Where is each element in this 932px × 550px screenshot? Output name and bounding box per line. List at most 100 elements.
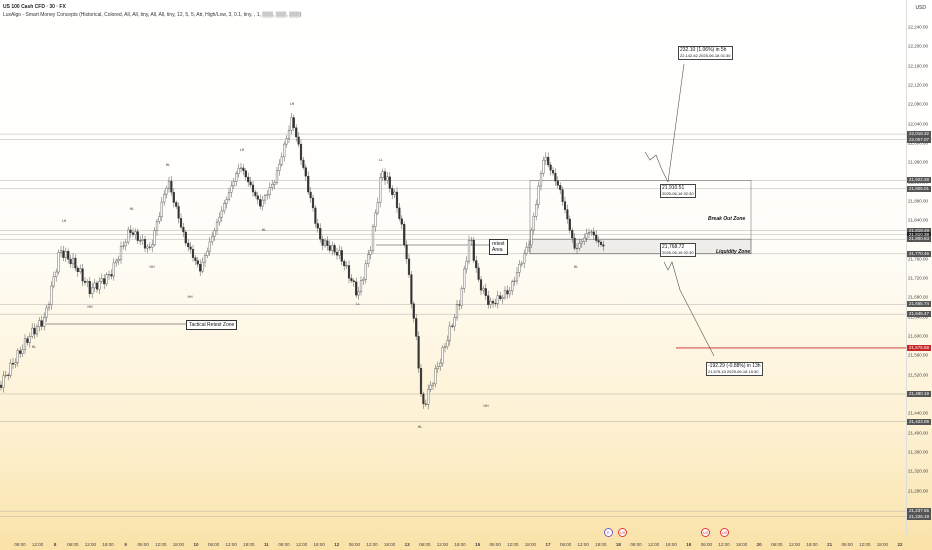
candle-body	[571, 230, 574, 239]
candle-body	[434, 368, 437, 385]
time-tick: 06:00	[489, 542, 501, 547]
candle-body	[263, 195, 267, 201]
candle-body	[225, 199, 228, 204]
candle-body	[283, 143, 286, 158]
currency-label: USD	[915, 5, 926, 11]
time-tick: 12:00	[295, 542, 308, 547]
candle-body	[508, 290, 511, 295]
candle-body	[535, 204, 538, 217]
candle-body	[494, 303, 497, 304]
price-tick: 21,520.00	[908, 372, 929, 378]
candle-body	[151, 244, 154, 248]
price-tag: 21,818.49	[907, 227, 931, 234]
candle-body	[503, 290, 507, 298]
candle-body	[515, 272, 519, 282]
candle-body	[52, 276, 55, 287]
candle-body	[59, 250, 63, 253]
swing-label: HL	[165, 163, 171, 167]
candle-body	[196, 260, 199, 265]
time-tick: 06:00	[137, 542, 149, 547]
candle-body	[230, 185, 233, 193]
time-tick: 21	[827, 542, 833, 547]
candle-body	[371, 226, 375, 251]
candle-body	[472, 239, 475, 261]
candle-body	[393, 191, 396, 195]
candle-body	[235, 173, 238, 182]
candle-body	[199, 264, 202, 272]
price-axis[interactable]	[906, 0, 932, 535]
economic-event-icon[interactable]: E	[604, 528, 613, 537]
candle-body	[259, 199, 262, 207]
candle-body	[400, 218, 403, 225]
candle-body	[328, 245, 331, 251]
economic-event-icon[interactable]: US	[701, 528, 710, 537]
candle-body	[520, 262, 523, 265]
candle-body	[386, 176, 389, 181]
candle-body	[28, 336, 31, 343]
candle-body	[127, 229, 130, 243]
time-tick: 12:00	[366, 542, 378, 547]
candle-body	[465, 260, 468, 270]
economic-event-icon[interactable]: US	[618, 528, 627, 537]
price-tag: 22,007.07	[907, 136, 931, 143]
candle-body	[403, 224, 406, 246]
candle-body	[184, 231, 187, 244]
candle-body	[595, 234, 598, 241]
candle-body	[115, 260, 118, 264]
candle-body	[79, 268, 82, 273]
candle-body	[7, 374, 10, 376]
candle-body	[407, 258, 411, 275]
candle-body	[290, 117, 293, 131]
candle-body	[249, 181, 252, 186]
candle-body	[477, 267, 480, 280]
retest-area-label: retest Area	[489, 239, 508, 255]
target-up-box[interactable]: 232.10 (1.06%) in 5h 22,142.62 2025-06-1…	[678, 46, 733, 60]
entry-down-box[interactable]: 21,768.72 2025-06-16 02:30	[660, 243, 696, 257]
indicator-legend[interactable]: LuxAlgo - Smart Money Concepts (Historic…	[3, 12, 302, 18]
candle-body	[19, 350, 22, 354]
candle-body	[172, 192, 175, 203]
swing-label: HH	[149, 265, 155, 269]
candle-body	[155, 221, 159, 231]
liquidity-zone-label: Liquidity Zone	[716, 249, 751, 255]
candle-body	[523, 253, 526, 264]
entry-up-box[interactable]: 21,910.51 2025-06-16 02:30	[660, 184, 696, 198]
candle-body	[23, 338, 27, 350]
candle-body	[544, 156, 547, 161]
candle-body	[602, 244, 605, 247]
candle-body	[379, 177, 382, 203]
time-axis[interactable]	[0, 536, 906, 550]
swing-label: LL	[356, 302, 360, 306]
candle-body	[398, 207, 401, 219]
time-tick: 12:00	[788, 542, 801, 547]
candle-body	[592, 231, 595, 236]
candle-body	[103, 278, 106, 285]
target-down-box[interactable]: -192.29 (-0.88%) in 13h 21,576.43 2025-0…	[706, 362, 763, 376]
candle-body	[124, 241, 127, 247]
price-tick: 21,440.00	[908, 410, 929, 416]
time-tick: 06:00	[278, 542, 290, 547]
symbol-title[interactable]: US 100 Cash CFD · 30 · FX	[3, 4, 66, 10]
candle-body	[194, 257, 197, 261]
candle-body	[463, 268, 466, 289]
time-tick: 18:00	[383, 542, 396, 547]
candle-body	[0, 384, 3, 388]
time-tick: 12:00	[507, 542, 519, 547]
candle-body	[355, 281, 358, 296]
candle-body	[35, 326, 39, 335]
candle-body	[292, 117, 295, 128]
economic-event-icon[interactable]: US	[720, 528, 729, 537]
candle-body	[429, 384, 432, 390]
candle-body	[568, 218, 571, 231]
candle-body	[256, 195, 259, 200]
candle-body	[573, 237, 576, 249]
candle-body	[340, 250, 343, 262]
candle-body	[436, 366, 439, 369]
candle-body	[491, 301, 495, 304]
time-tick: 12:00	[647, 542, 660, 547]
candle-body	[86, 281, 89, 283]
candle-body	[448, 325, 451, 341]
price-tag: 21,810.38	[907, 231, 931, 238]
